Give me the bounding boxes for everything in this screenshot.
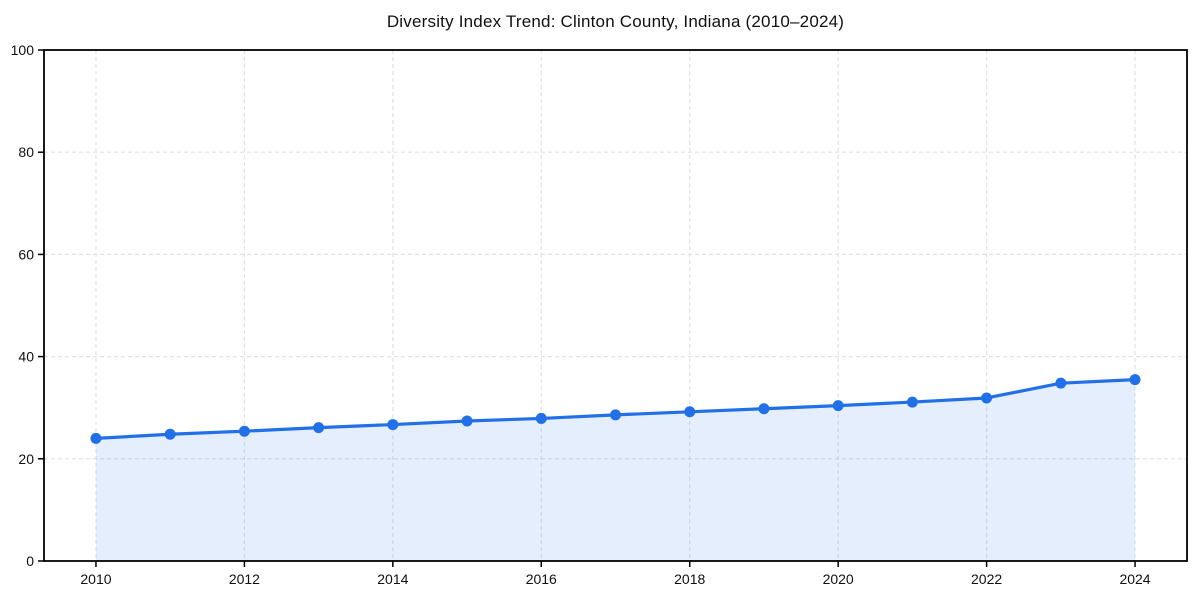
x-tick-label: 2018 <box>674 571 705 587</box>
y-tick-label: 100 <box>11 42 35 58</box>
area-fill <box>95 379 1136 561</box>
data-point <box>238 425 250 437</box>
x-tick-label: 2016 <box>526 571 557 587</box>
chart-title: Diversity Index Trend: Clinton County, I… <box>386 12 845 31</box>
data-point <box>313 422 325 434</box>
data-point <box>832 400 844 412</box>
x-tick-label: 2022 <box>971 571 1002 587</box>
data-point <box>981 392 993 404</box>
data-point <box>906 396 918 408</box>
data-point <box>535 412 547 424</box>
x-tick-label: 2012 <box>229 571 260 587</box>
x-tick-label: 2024 <box>1119 571 1150 587</box>
data-point <box>387 419 399 431</box>
data-point <box>610 409 621 421</box>
y-tick-label: 20 <box>18 451 34 467</box>
y-tick-label: 60 <box>18 246 34 262</box>
y-tick-label: 0 <box>26 553 34 569</box>
x-tick-label: 2020 <box>823 571 854 587</box>
data-point <box>1055 377 1067 389</box>
plot-box <box>43 49 1188 562</box>
x-tick-label: 2010 <box>80 571 111 587</box>
data-point <box>684 406 696 418</box>
data-point <box>1129 374 1141 386</box>
data-point <box>90 432 102 444</box>
data-point <box>461 415 473 427</box>
data-point <box>164 428 176 440</box>
x-tick-label: 2014 <box>377 571 408 587</box>
y-tick-label: 40 <box>18 349 34 365</box>
data-point <box>758 403 770 415</box>
y-tick-label: 80 <box>18 144 34 160</box>
